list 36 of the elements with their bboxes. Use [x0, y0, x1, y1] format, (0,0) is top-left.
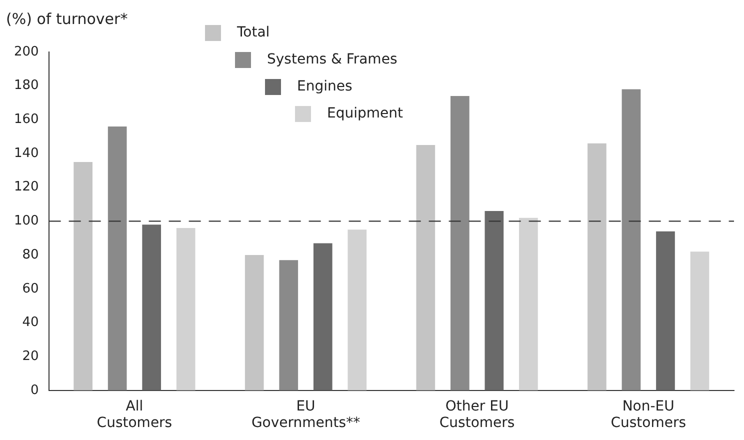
y-tick-label: 80: [22, 247, 39, 262]
legend-label: Total: [236, 24, 270, 41]
bar: [416, 145, 436, 390]
bar: [519, 218, 538, 390]
bar: [108, 126, 127, 390]
bar: [74, 162, 92, 390]
bar: [690, 252, 710, 390]
bar: [656, 231, 675, 390]
x-tick-label: Non-EU Customers: [610, 398, 686, 432]
bar: [484, 211, 504, 390]
y-tick-label: 120: [14, 180, 39, 195]
y-tick-label: 180: [14, 78, 39, 94]
y-tick-label: 100: [14, 214, 39, 229]
bar: [244, 255, 264, 390]
bar: [313, 243, 332, 390]
y-tick-label: 40: [22, 315, 39, 330]
y-axis-title: (%) of turnover*: [6, 10, 128, 28]
bar: [142, 224, 162, 390]
legend-label: Engines: [297, 78, 352, 95]
legend-label: Systems & Frames: [267, 52, 398, 68]
bar: [588, 143, 606, 390]
y-tick-label: 20: [22, 348, 39, 364]
bar: [348, 230, 367, 390]
y-tick-label: 60: [22, 281, 39, 296]
x-tick-label: EU Governments**: [251, 398, 360, 432]
bar: [622, 89, 641, 390]
bar: [450, 96, 470, 390]
legend-label: Equipment: [327, 106, 404, 122]
y-tick-label: 160: [14, 112, 39, 128]
y-tick-label: 140: [14, 146, 39, 161]
x-tick-label: All Customers: [96, 398, 172, 432]
bar: [176, 228, 196, 390]
bar: [279, 260, 298, 390]
x-tick-label: Other EU Customers: [439, 398, 515, 432]
y-tick-label: 200: [14, 44, 39, 60]
y-tick-label: 0: [30, 382, 39, 398]
